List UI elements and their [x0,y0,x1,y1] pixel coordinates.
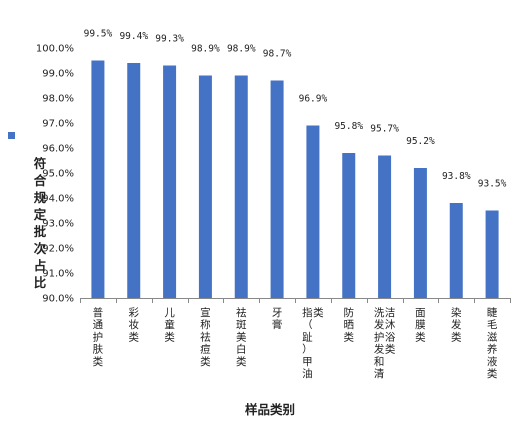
data-label: 95.2% [406,136,435,147]
category-label: 普通护肤类 [93,306,104,368]
category-label: 指（趾）甲油类 [302,306,324,380]
bar [234,75,248,298]
y-tick-label: 98.0% [42,94,74,105]
bar [342,153,356,298]
data-label: 95.7% [370,124,399,135]
category-label: 牙膏 [272,307,283,331]
category-label: 面膜类 [415,307,426,343]
category-label: 睫毛滋养液类 [487,307,498,380]
bar [91,60,105,298]
y-tick-label: 100.0% [36,44,74,55]
category-label: 彩妆类 [129,307,140,343]
bar [163,65,177,298]
category-label: 防晒类 [344,306,355,343]
y-axis-ticks: 90.0% 91.0% 92.0% 93.0% 94.0% 95.0% 96.0% 97.0%… [36,44,74,305]
bar [413,168,427,298]
data-label: 95.8% [334,121,363,132]
data-label: 99.5% [84,29,113,40]
bar-series [91,60,499,298]
bar [485,210,499,298]
x-axis-title: 样品类别 [245,402,296,417]
y-tick-label: 99.0% [42,69,74,80]
data-label: 96.9% [299,94,328,105]
y-tick-label: 91.0% [42,269,74,280]
category-label: 儿童类 [164,307,175,343]
category-label: 祛斑美白类 [236,306,247,368]
bar [127,63,141,298]
bar [306,125,320,298]
bar [449,203,463,298]
bar [270,80,284,298]
y-axis-title: 符合规定批次占比 [33,156,47,290]
y-tick-label: 97.0% [42,119,74,130]
legend-swatch [8,132,15,139]
data-label: 98.9% [191,44,220,55]
data-label: 93.8% [442,171,471,182]
y-tick-label: 94.0% [42,194,74,205]
x-axis [80,298,511,303]
y-tick-label: 93.0% [42,219,74,230]
bar [378,155,392,298]
data-label: 99.3% [155,34,184,45]
data-label: 98.9% [227,44,256,55]
category-label: 宣称祛痘类 [200,306,211,368]
bar [198,75,212,298]
category-label: 洗发护发和清洁沐浴类 [374,306,396,380]
category-labels: 普通护肤类 彩妆类 儿童类 宣称祛痘类 祛斑美白类 牙膏指（趾）甲油类 防晒类 洗发护发和清洁… [93,306,498,380]
y-tick-label: 90.0% [42,294,74,305]
data-labels: 99.5% 99.4% 99.3% 98.9% 98.9% 98.7% 96.9% 95.8%… [84,29,507,190]
category-label: 染发类 [451,306,462,343]
data-label: 99.4% [119,31,148,42]
y-tick-label: 92.0% [42,244,74,255]
y-tick-label: 95.0% [42,169,74,180]
y-tick-label: 96.0% [42,144,74,155]
data-label: 93.5% [478,179,507,190]
data-label: 98.7% [263,49,292,60]
